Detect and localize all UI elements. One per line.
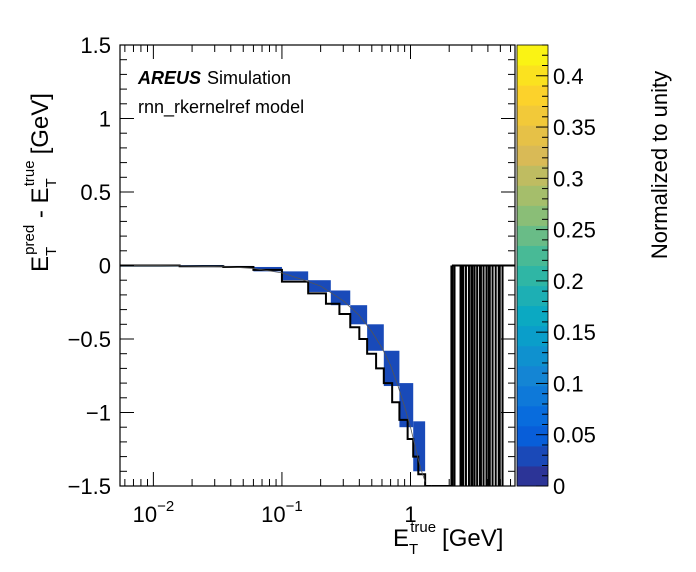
x-tick-label: 10−1 bbox=[261, 498, 303, 527]
colorbar-segment bbox=[517, 325, 548, 347]
colorbar-segment bbox=[517, 445, 548, 467]
colorbar-segment bbox=[517, 65, 548, 86]
colorbar-segment bbox=[517, 245, 548, 266]
colorbar-segment bbox=[517, 405, 548, 427]
colorbar-tick-label: 0.15 bbox=[553, 320, 596, 345]
x-axis-label-main: E bbox=[393, 525, 409, 552]
y-axis-ticks: 1.5 1 0.5 0 −0.5 −1 −1.5 bbox=[68, 33, 515, 499]
colorbar-segment bbox=[517, 425, 548, 447]
y-axis-label-minus: - bbox=[27, 203, 54, 224]
colorbar-segment bbox=[517, 165, 548, 186]
y-tick-label: −1 bbox=[86, 401, 111, 426]
colorbar-segment bbox=[517, 365, 548, 387]
heatmap-cell bbox=[281, 271, 309, 281]
colorbar-segment bbox=[517, 385, 548, 407]
y-axis-label-a-sup: pred bbox=[21, 225, 38, 255]
colorbar-tick-label: 0 bbox=[553, 474, 565, 499]
brand-suffix: Simulation bbox=[207, 68, 291, 88]
colorbar-frame bbox=[516, 44, 549, 487]
colorbar-ticks: 0 0.05 0.1 0.15 0.2 0.25 0.3 0.35 0.4 bbox=[536, 44, 596, 499]
colorbar-segment bbox=[517, 225, 548, 246]
colorbar-segment bbox=[517, 205, 548, 226]
y-axis-label-a-sub: T bbox=[43, 247, 60, 256]
x-axis-ticks: 10−2 10−1 1 bbox=[124, 45, 512, 527]
colorbar-segment bbox=[517, 125, 548, 146]
y-axis-label-b: E bbox=[27, 187, 54, 203]
y-axis-label-unit: [GeV] bbox=[27, 93, 54, 154]
saturated-spikes-group bbox=[431, 264, 515, 486]
colorbar-segment bbox=[517, 265, 548, 287]
colorbar-tick-label: 0.35 bbox=[553, 115, 596, 140]
y-tick-label: 1 bbox=[99, 107, 111, 132]
colorbar-segment bbox=[517, 305, 548, 327]
y-tick-label: 0 bbox=[99, 254, 111, 279]
step-outline bbox=[120, 264, 432, 486]
colorbar-tick-label: 0.4 bbox=[553, 64, 584, 89]
y-axis-label-b-sup: true bbox=[21, 160, 38, 186]
heatmap-cell bbox=[330, 290, 351, 306]
y-tick-label: −0.5 bbox=[68, 327, 111, 352]
profile-curve bbox=[120, 265, 426, 482]
x-axis-label-sub: T bbox=[409, 541, 418, 558]
x-tick-label: 1 bbox=[404, 502, 416, 527]
annotation-line-1: AREUS Simulation bbox=[137, 68, 291, 88]
y-tick-label: 0.5 bbox=[80, 180, 111, 205]
x-axis-label-unit: [GeV] bbox=[442, 525, 503, 552]
colorbar-segment bbox=[517, 345, 548, 367]
y-tick-label: −1.5 bbox=[68, 474, 111, 499]
colorbar-tick-label: 0.2 bbox=[553, 269, 584, 294]
colorbar-segment bbox=[517, 105, 548, 126]
y-tick-label: 1.5 bbox=[80, 33, 111, 58]
heatmap-cell bbox=[399, 383, 414, 428]
colorbar-segment bbox=[517, 145, 548, 166]
colorbar-segment bbox=[517, 185, 548, 206]
colorbar-tick-label: 0.1 bbox=[553, 371, 584, 396]
colorbar-segment bbox=[517, 465, 548, 487]
colorbar-segment bbox=[517, 285, 548, 307]
heatmap-cell bbox=[413, 421, 426, 472]
colorbar-tick-label: 0.25 bbox=[553, 218, 596, 243]
x-axis-label-sup: true bbox=[410, 519, 436, 536]
y-axis-label-a: E bbox=[27, 256, 54, 272]
colorbar-label: Normalized to unity bbox=[647, 71, 672, 259]
brand-label: AREUS bbox=[137, 68, 201, 88]
x-axis-label: ETtrue [GeV] bbox=[393, 519, 503, 558]
colorbar bbox=[517, 45, 548, 487]
colorbar-segment bbox=[517, 45, 548, 66]
model-label: rnn_rkernelref model bbox=[138, 97, 304, 118]
colorbar-tick-label: 0.3 bbox=[553, 166, 584, 191]
step-outline-group bbox=[120, 264, 432, 486]
y-axis-label-b-sub: T bbox=[43, 178, 60, 187]
colorbar-segment bbox=[517, 85, 548, 106]
colorbar-tick-label: 0.05 bbox=[553, 423, 596, 448]
y-axis-label: ETpred - ETtrue[GeV] bbox=[21, 93, 60, 272]
x-tick-label: 10−2 bbox=[133, 498, 175, 527]
